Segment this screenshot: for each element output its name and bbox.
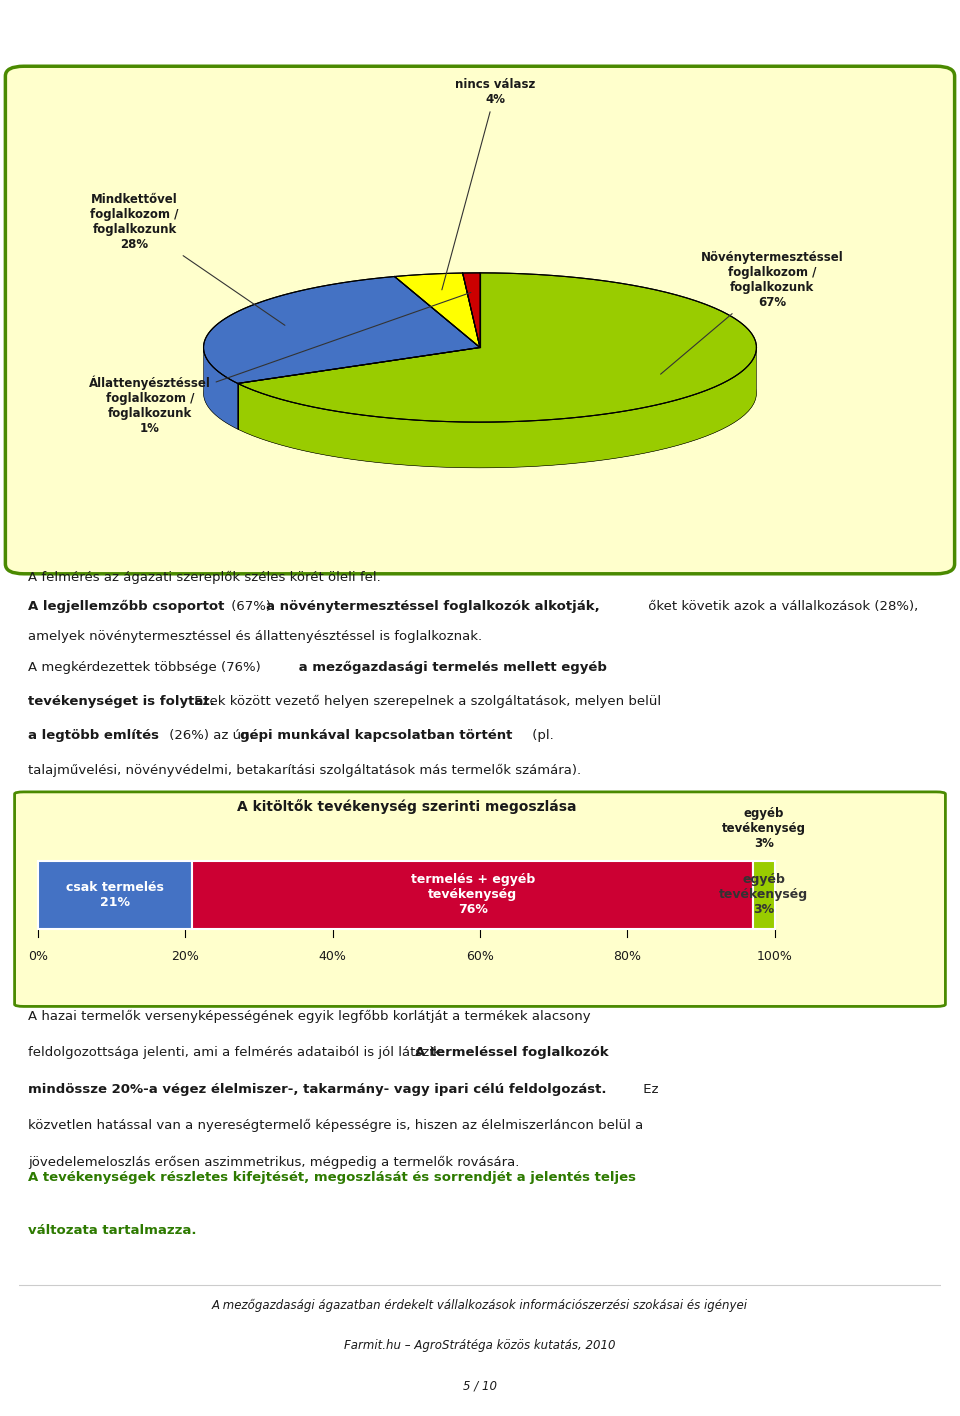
Polygon shape (238, 350, 756, 467)
Bar (192, 861, 753, 929)
Text: amelyek növénytermesztéssel és állattenyésztéssel is foglalkoznak.: amelyek növénytermesztéssel és állatteny… (29, 630, 483, 643)
Text: tevékenységet is folytat.: tevékenységet is folytat. (29, 695, 215, 708)
Text: nincs válasz
4%: nincs válasz 4% (442, 78, 536, 290)
Text: A legjellemzőbb csoportot: A legjellemzőbb csoportot (29, 599, 225, 613)
Text: (26%) az ún.: (26%) az ún. (165, 729, 258, 742)
Text: Ezek között vezető helyen szerepelnek a szolgáltatások, melyen belül: Ezek között vezető helyen szerepelnek a … (190, 695, 660, 708)
Text: egyéb
tevékenység
3%: egyéb tevékenység 3% (719, 874, 808, 916)
Polygon shape (204, 276, 480, 384)
Text: 80%: 80% (613, 950, 641, 963)
Text: 5 / 10: 5 / 10 (463, 1379, 497, 1392)
Text: A mezőgazdasági tevékenységek megoszlása: A mezőgazdasági tevékenységek megoszlása (19, 17, 660, 42)
Text: mindössze 20%-a végez élelmiszer-, takarmány- vagy ipari célú feldolgozást.: mindössze 20%-a végez élelmiszer-, takar… (29, 1083, 607, 1096)
Text: A felmérés az ágazati szereplők széles körét öleli fel.: A felmérés az ágazati szereplők széles k… (29, 571, 385, 583)
Bar (37, 861, 192, 929)
Text: 60%: 60% (466, 950, 494, 963)
FancyBboxPatch shape (6, 67, 954, 573)
Text: 20%: 20% (171, 950, 199, 963)
Polygon shape (204, 319, 756, 467)
Text: 100%: 100% (757, 950, 793, 963)
Text: A kitöltők tevékenység szerinti megoszlása: A kitöltők tevékenység szerinti megoszlá… (236, 799, 576, 814)
Text: jövedelemeloszlás erősen aszimmetrikus, mégpedig a termelők rovására.: jövedelemeloszlás erősen aszimmetrikus, … (29, 1155, 519, 1168)
Bar (753, 861, 775, 929)
Text: (67%): (67%) (227, 599, 275, 613)
Polygon shape (204, 348, 238, 429)
Text: őket követik azok a vállalkozások (28%),: őket követik azok a vállalkozások (28%), (644, 599, 919, 613)
Text: közvetlen hatással van a nyereségtermelő képességre is, hiszen az élelmiszerlánc: közvetlen hatással van a nyereségtermelő… (29, 1119, 643, 1133)
Polygon shape (395, 273, 480, 347)
Text: A hazai termelők versenyképességének egyik legfőbb korlátját a termékek alacsony: A hazai termelők versenyképességének egy… (29, 1010, 591, 1022)
Text: a növénytermesztéssel foglalkozók alkotják,: a növénytermesztéssel foglalkozók alkotj… (266, 599, 600, 613)
Text: A megkérdezettek többsége (76%): A megkérdezettek többsége (76%) (29, 661, 261, 674)
Text: a legtöbb említés: a legtöbb említés (29, 729, 159, 742)
Text: gépi munkával kapcsolatban történt: gépi munkával kapcsolatban történt (240, 729, 513, 742)
Text: Állattenyésztéssel
foglalkozom /
foglalkozunk
1%: Állattenyésztéssel foglalkozom / foglalk… (89, 293, 470, 435)
Text: A tevékenységek részletes kifejtését, megoszlását és sorrendjét a jelentés telje: A tevékenységek részletes kifejtését, me… (29, 1171, 636, 1184)
Text: változata tartalmazza.: változata tartalmazza. (29, 1223, 197, 1238)
Text: csak termelés
21%: csak termelés 21% (66, 881, 164, 909)
Text: feldolgozottsága jelenti, ami a felmérés adataiból is jól látszik.: feldolgozottsága jelenti, ami a felmérés… (29, 1046, 449, 1059)
Text: Mindkettővel
foglalkozom /
foglalkozunk
28%: Mindkettővel foglalkozom / foglalkozunk … (90, 194, 285, 326)
Text: 40%: 40% (319, 950, 347, 963)
Text: Növénytermesztéssel
foglalkozom /
foglalkozunk
67%: Növénytermesztéssel foglalkozom / foglal… (660, 251, 843, 374)
Text: a mezőgazdasági termelés mellett egyéb: a mezőgazdasági termelés mellett egyéb (294, 661, 607, 674)
Polygon shape (238, 273, 756, 422)
FancyBboxPatch shape (14, 792, 946, 1007)
Text: Farmit.hu – AgroStrátéga közös kutatás, 2010: Farmit.hu – AgroStrátéga közös kutatás, … (345, 1340, 615, 1352)
Text: talajművelési, növényvédelmi, betakarítási szolgáltatások más termelők számára).: talajművelési, növényvédelmi, betakarítá… (29, 763, 582, 776)
Polygon shape (463, 273, 480, 347)
Text: 0%: 0% (28, 950, 48, 963)
Text: egyéb
tevékenység
3%: egyéb tevékenység 3% (722, 807, 805, 850)
Text: Ez: Ez (638, 1083, 658, 1096)
Text: (pl.: (pl. (528, 729, 554, 742)
Text: termelés + egyéb
tevékenység
76%: termelés + egyéb tevékenység 76% (411, 874, 535, 916)
Text: A termeléssel foglalkozók: A termeléssel foglalkozók (416, 1046, 609, 1059)
Text: A mezőgazdasági ágazatban érdekelt vállalkozások információszerzési szokásai és : A mezőgazdasági ágazatban érdekelt válla… (212, 1298, 748, 1311)
